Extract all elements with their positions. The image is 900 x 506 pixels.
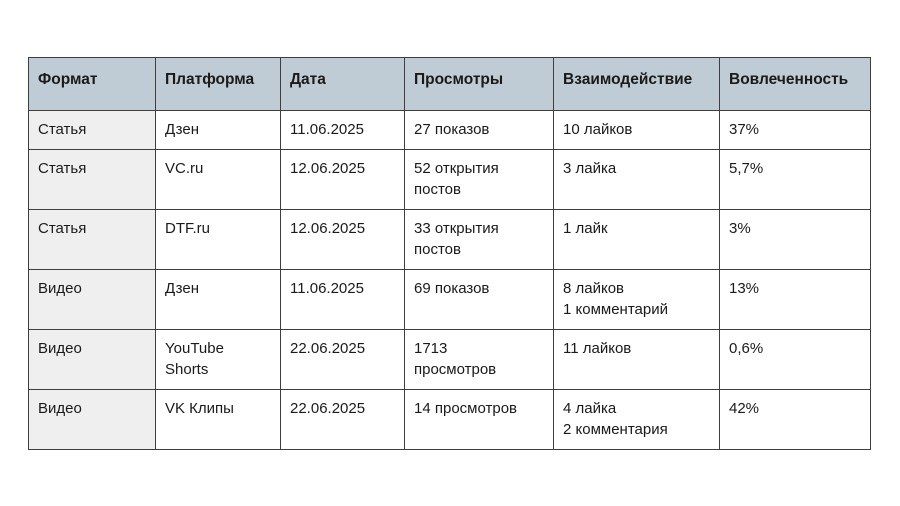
table-row: Статья VC.ru 12.06.2025 52 открытия пост… [28,149,871,210]
cell-platform: Дзен [155,269,281,330]
column-header-format: Формат [28,57,156,111]
cell-views: 14 просмотров [404,389,554,450]
cell-format: Видео [28,269,156,330]
cell-platform: YouTube Shorts [155,329,281,390]
cell-format: Видео [28,329,156,390]
cell-interaction: 8 лайков 1 комментарий [553,269,720,330]
table-row: Видео VK Клипы 22.06.2025 14 просмотров … [28,389,871,450]
header-row: Формат Платформа Дата Просмотры Взаимоде… [28,57,871,111]
cell-interaction: 10 лайков [553,110,720,150]
table-row: Статья Дзен 11.06.2025 27 показов 10 лай… [28,110,871,150]
cell-format: Видео [28,389,156,450]
cell-engagement: 3% [719,209,871,270]
cell-interaction: 4 лайка 2 комментария [553,389,720,450]
column-header-interaction: Взаимодействие [553,57,720,111]
column-header-platform: Платформа [155,57,281,111]
column-header-date: Дата [280,57,405,111]
cell-date: 11.06.2025 [280,110,405,150]
cell-date: 12.06.2025 [280,209,405,270]
cell-format: Статья [28,209,156,270]
cell-engagement: 0,6% [719,329,871,390]
cell-date: 12.06.2025 [280,149,405,210]
table-row: Видео Дзен 11.06.2025 69 показов 8 лайко… [28,269,871,330]
cell-platform: VK Клипы [155,389,281,450]
cell-platform: Дзен [155,110,281,150]
content-metrics-table: Формат Платформа Дата Просмотры Взаимоде… [28,57,871,450]
cell-engagement: 42% [719,389,871,450]
table-row: Статья DTF.ru 12.06.2025 33 открытия пос… [28,209,871,270]
cell-format: Статья [28,110,156,150]
cell-views: 27 показов [404,110,554,150]
cell-engagement: 13% [719,269,871,330]
cell-date: 22.06.2025 [280,329,405,390]
cell-engagement: 5,7% [719,149,871,210]
cell-interaction: 11 лайков [553,329,720,390]
column-header-views: Просмотры [404,57,554,111]
cell-platform: VC.ru [155,149,281,210]
cell-views: 52 открытия постов [404,149,554,210]
cell-views: 69 показов [404,269,554,330]
cell-date: 11.06.2025 [280,269,405,330]
cell-date: 22.06.2025 [280,389,405,450]
content-metrics-table-container: Формат Платформа Дата Просмотры Взаимоде… [28,57,871,450]
cell-views: 33 открытия постов [404,209,554,270]
table-row: Видео YouTube Shorts 22.06.2025 1713 про… [28,329,871,390]
cell-format: Статья [28,149,156,210]
cell-interaction: 1 лайк [553,209,720,270]
column-header-engagement: Вовлеченность [719,57,871,111]
cell-engagement: 37% [719,110,871,150]
cell-views: 1713 просмотров [404,329,554,390]
cell-interaction: 3 лайка [553,149,720,210]
cell-platform: DTF.ru [155,209,281,270]
